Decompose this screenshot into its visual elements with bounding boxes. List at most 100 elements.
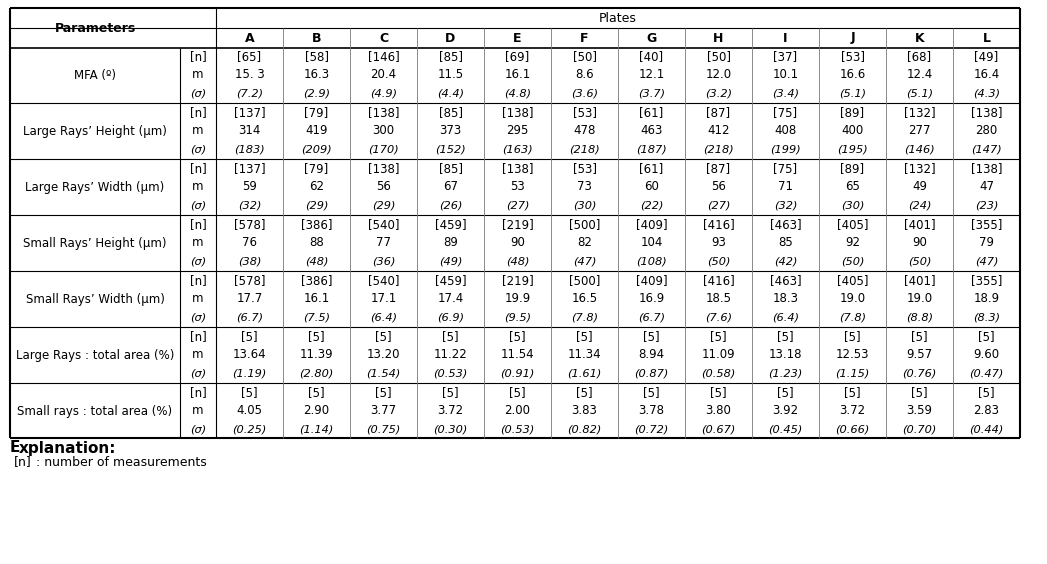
Text: [416]: [416] [703,218,734,231]
Text: 56: 56 [711,180,726,193]
Text: (σ): (σ) [190,424,206,434]
Text: L: L [982,32,990,45]
Text: [409]: [409] [636,218,667,231]
Text: [61]: [61] [640,162,664,175]
Text: 3.59: 3.59 [907,404,933,417]
Text: [89]: [89] [841,162,865,175]
Text: [n]: [n] [190,331,206,343]
Text: [53]: [53] [573,107,597,120]
Text: [5]: [5] [509,331,526,343]
Text: (0.67): (0.67) [701,424,736,434]
Text: [5]: [5] [509,386,526,399]
Text: 3.72: 3.72 [438,404,464,417]
Text: [5]: [5] [978,331,995,343]
Text: 9.57: 9.57 [907,349,933,362]
Text: 419: 419 [306,125,328,138]
Text: [5]: [5] [576,386,593,399]
Text: Large Rays’ Height (μm): Large Rays’ Height (μm) [23,125,166,138]
Text: 408: 408 [775,125,797,138]
Text: (6.4): (6.4) [370,312,397,322]
Text: [65]: [65] [238,51,262,64]
Text: (49): (49) [439,256,462,266]
Text: m: m [193,236,204,249]
Text: [138]: [138] [971,162,1002,175]
Text: 15. 3: 15. 3 [235,68,265,82]
Text: 47: 47 [979,180,994,193]
Text: (0.53): (0.53) [500,424,535,434]
Text: [219]: [219] [502,275,533,288]
Text: [n]: [n] [190,51,206,64]
Text: [132]: [132] [904,107,935,120]
Text: [5]: [5] [241,331,258,343]
Text: 16.9: 16.9 [639,293,665,306]
Text: [53]: [53] [573,162,597,175]
Text: [386]: [386] [300,275,332,288]
Text: 17.7: 17.7 [237,293,263,306]
Text: (0.44): (0.44) [970,424,1004,434]
Text: 9.60: 9.60 [974,349,1000,362]
Text: (1.15): (1.15) [836,368,870,378]
Text: (1.54): (1.54) [366,368,401,378]
Text: 10.1: 10.1 [773,68,799,82]
Text: (6.7): (6.7) [638,312,665,322]
Text: [49]: [49] [975,51,999,64]
Text: [85]: [85] [439,51,463,64]
Text: 13.64: 13.64 [232,349,266,362]
Text: (1.19): (1.19) [232,368,267,378]
Text: 92: 92 [845,236,860,249]
Text: (σ): (σ) [190,368,206,378]
Text: [219]: [219] [502,218,533,231]
Text: (σ): (σ) [190,144,206,154]
Text: 90: 90 [510,236,525,249]
Text: 19.0: 19.0 [907,293,933,306]
Text: (0.91): (0.91) [500,368,535,378]
Text: [500]: [500] [569,275,600,288]
Text: (8.3): (8.3) [973,312,1000,322]
Text: [5]: [5] [576,331,593,343]
Text: [68]: [68] [908,51,932,64]
Text: [75]: [75] [774,107,798,120]
Text: (σ): (σ) [190,312,206,322]
Text: (6.7): (6.7) [236,312,263,322]
Text: (195): (195) [838,144,868,154]
Text: [405]: [405] [837,275,868,288]
Text: m: m [193,125,204,138]
Text: (38): (38) [238,256,262,266]
Text: (7.6): (7.6) [705,312,732,322]
Text: (47): (47) [975,256,998,266]
Text: (27): (27) [506,200,529,210]
Text: 3.72: 3.72 [840,404,866,417]
Text: 77: 77 [376,236,391,249]
Text: 8.94: 8.94 [639,349,665,362]
Text: [85]: [85] [439,162,463,175]
Text: [n]: [n] [190,218,206,231]
Text: (183): (183) [235,144,265,154]
Text: Small Rays’ Width (μm): Small Rays’ Width (μm) [25,293,164,306]
Text: (6.9): (6.9) [437,312,464,322]
Text: [5]: [5] [375,386,392,399]
Text: 4.05: 4.05 [237,404,263,417]
Text: 65: 65 [845,180,860,193]
Text: (199): (199) [771,144,801,154]
Text: Parameters: Parameters [54,21,136,34]
Text: (2.80): (2.80) [299,368,334,378]
Text: 56: 56 [376,180,391,193]
Text: 93: 93 [711,236,726,249]
Text: [137]: [137] [233,162,265,175]
Text: 13.18: 13.18 [768,349,802,362]
Text: 277: 277 [908,125,931,138]
Text: (30): (30) [841,200,864,210]
Text: 12.4: 12.4 [907,68,933,82]
Text: 20.4: 20.4 [371,68,397,82]
Text: [463]: [463] [770,275,801,288]
Text: 73: 73 [577,180,592,193]
Text: 19.9: 19.9 [505,293,531,306]
Text: (42): (42) [774,256,797,266]
Text: [40]: [40] [640,51,664,64]
Text: (0.25): (0.25) [232,424,267,434]
Text: [5]: [5] [241,386,258,399]
Text: [540]: [540] [367,218,399,231]
Text: 17.4: 17.4 [438,293,464,306]
Text: (9.5): (9.5) [504,312,531,322]
Text: (2.9): (2.9) [303,88,330,98]
